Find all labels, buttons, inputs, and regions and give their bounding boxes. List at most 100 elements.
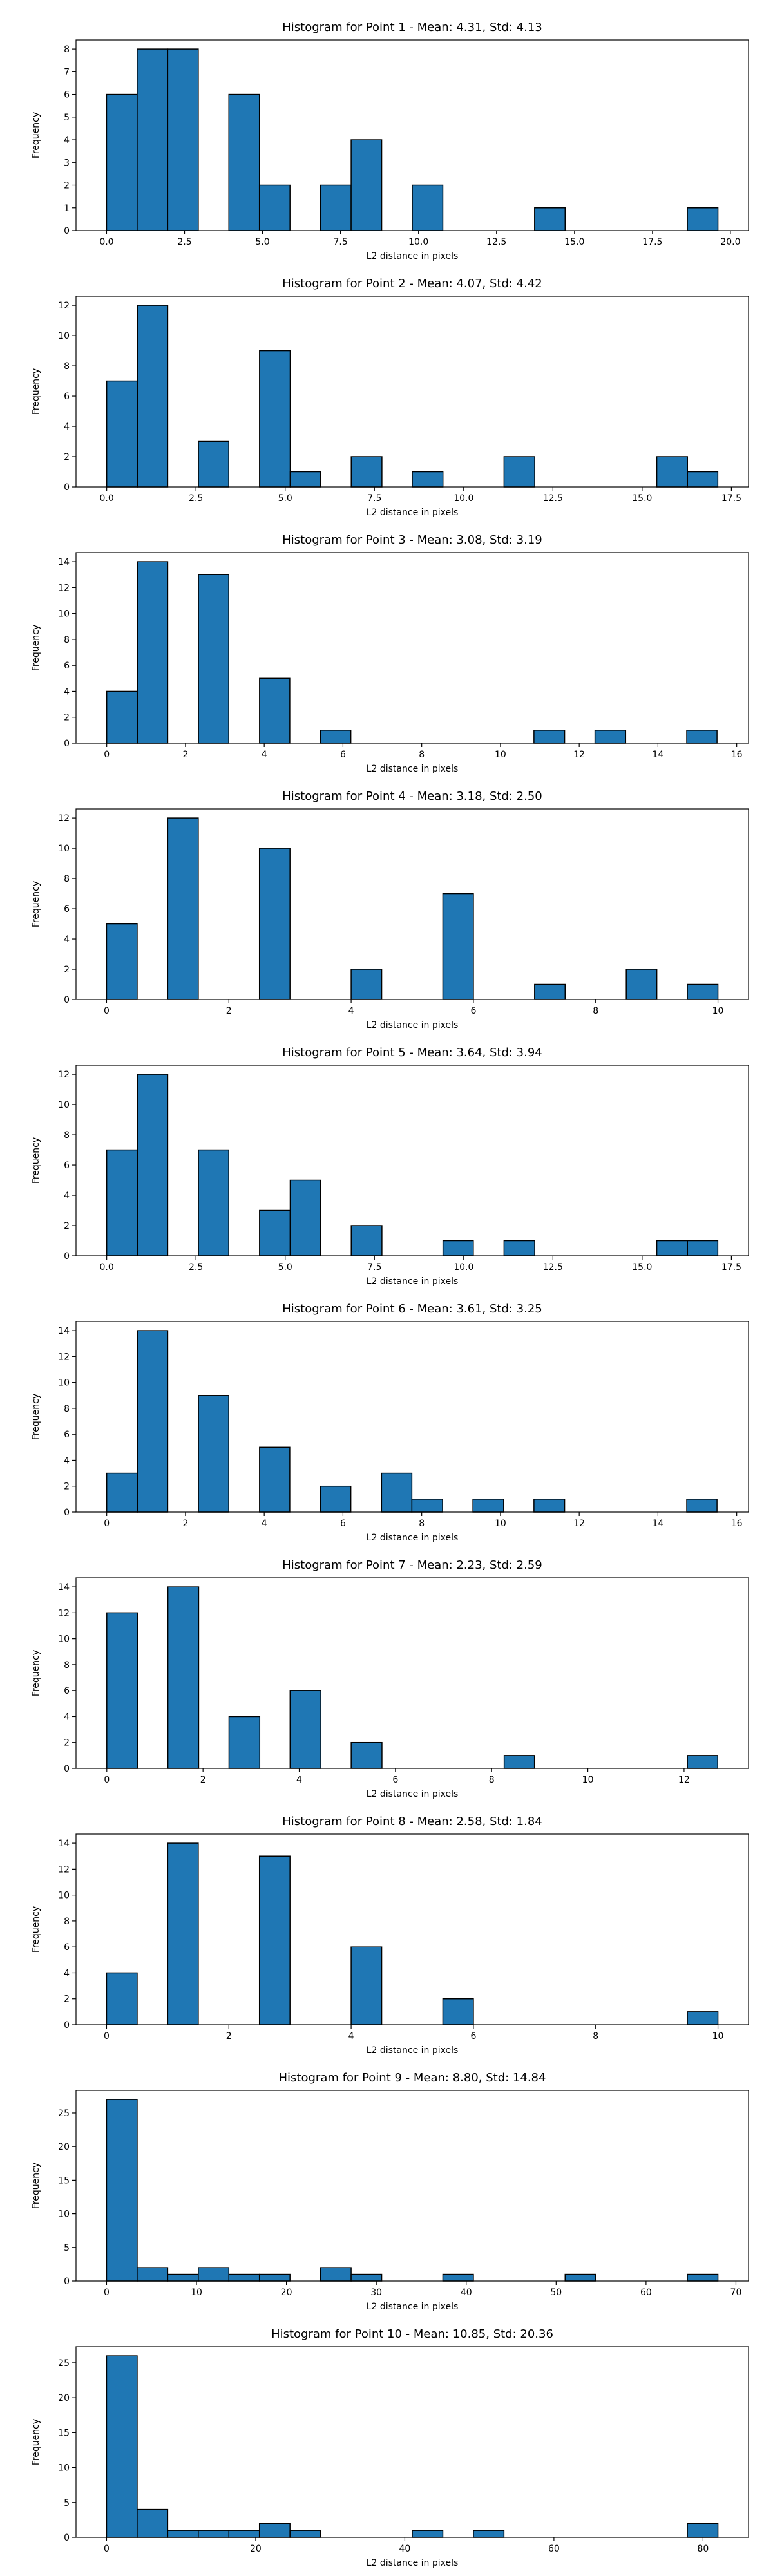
- histogram-bar: [442, 2273, 474, 2282]
- y-tick-label: 2: [64, 1221, 70, 1231]
- x-tick-label: 12: [678, 1775, 690, 1785]
- histogram-bar: [534, 983, 566, 1000]
- histogram-panel-8: Histogram for Point 8 - Mean: 2.58, Std:…: [31, 1815, 749, 2056]
- histogram-bar: [198, 1149, 229, 1256]
- y-tick-label: 14: [58, 557, 70, 567]
- x-tick-label: 7.5: [333, 237, 347, 247]
- x-tick-label: 15.0: [632, 493, 652, 504]
- y-tick-label: 8: [64, 1660, 70, 1671]
- chart-title: Histogram for Point 8 - Mean: 2.58, Std:…: [282, 1815, 542, 1828]
- x-tick-label: 8: [593, 2031, 598, 2041]
- chart-title: Histogram for Point 1 - Mean: 4.31, Std:…: [282, 21, 542, 34]
- y-tick-label: 12: [58, 583, 70, 593]
- x-tick-label: 16: [731, 1519, 743, 1529]
- chart-title: Histogram for Point 5 - Mean: 3.64, Std:…: [282, 1046, 542, 1059]
- histogram-bar: [259, 1209, 291, 1256]
- x-tick-label: 50: [550, 2287, 562, 2298]
- y-tick-label: 6: [64, 661, 70, 671]
- x-tick-label: 0.0: [100, 1262, 114, 1273]
- x-tick-label: 60: [548, 2544, 560, 2554]
- histogram-bar: [259, 1446, 291, 1513]
- histogram-bar: [106, 93, 138, 231]
- y-tick-label: 6: [64, 90, 70, 100]
- y-tick-label: 0: [64, 1508, 70, 1518]
- plot-frame: [75, 1321, 749, 1513]
- histogram-bar: [320, 1485, 352, 1513]
- x-tick-label: 10: [495, 750, 506, 760]
- x-tick-label: 0: [104, 2544, 110, 2554]
- histogram-bar: [320, 184, 352, 231]
- plot-frame: [75, 2090, 749, 2282]
- x-tick-label: 2.5: [189, 493, 203, 504]
- x-tick-label: 20.0: [720, 237, 740, 247]
- histogram-bar: [473, 2530, 505, 2538]
- x-tick-label: 12: [573, 1519, 585, 1529]
- histogram-bar: [533, 730, 566, 744]
- y-tick-label: 15: [58, 2175, 70, 2186]
- histogram-bar: [198, 440, 229, 488]
- histogram-bar: [687, 471, 719, 488]
- histogram-bar: [258, 2273, 291, 2282]
- histogram-bar: [137, 561, 169, 744]
- x-tick-label: 4: [296, 1775, 302, 1785]
- y-tick-label: 12: [58, 301, 70, 311]
- histogram-bar: [442, 1240, 474, 1256]
- histogram-bar: [687, 983, 719, 1000]
- histogram-bar: [687, 207, 719, 231]
- x-tick-label: 10: [495, 1519, 506, 1529]
- x-tick-label: 40: [399, 2544, 411, 2554]
- y-tick-label: 8: [64, 1130, 70, 1141]
- x-tick-label: 20: [281, 2287, 292, 2298]
- histogram-panel-10: Histogram for Point 10 - Mean: 10.85, St…: [31, 2327, 749, 2568]
- y-tick-label: 8: [64, 1917, 70, 1927]
- x-tick-label: 30: [370, 2287, 382, 2298]
- histogram-bar: [137, 48, 169, 231]
- x-tick-label: 14: [653, 1519, 664, 1529]
- y-tick-label: 4: [64, 422, 70, 432]
- histogram-bar: [687, 1240, 719, 1256]
- y-tick-label: 10: [58, 2463, 70, 2474]
- histogram-bar: [411, 1499, 443, 1513]
- histogram-bar: [381, 1472, 413, 1513]
- y-tick-label: 25: [58, 2358, 70, 2369]
- x-tick-label: 2: [226, 2031, 232, 2041]
- y-tick-label: 4: [64, 135, 70, 146]
- y-tick-label: 10: [58, 1891, 70, 1901]
- x-tick-label: 17.5: [721, 493, 741, 504]
- x-tick-label: 15.0: [564, 237, 584, 247]
- y-tick-label: 4: [64, 934, 70, 945]
- histogram-bar: [533, 1499, 566, 1513]
- x-tick-label: 4: [348, 2031, 354, 2041]
- histogram-bar: [228, 2273, 260, 2282]
- x-tick-label: 4: [262, 1519, 267, 1529]
- histogram-bar: [686, 1499, 718, 1513]
- histogram-panel-5: Histogram for Point 5 - Mean: 3.64, Std:…: [31, 1046, 749, 1287]
- y-tick-label: 8: [64, 635, 70, 645]
- y-tick-label: 0: [64, 995, 70, 1005]
- histogram-bar: [106, 1472, 138, 1513]
- histogram-bar: [259, 350, 291, 488]
- histogram-panel-4: Histogram for Point 4 - Mean: 3.18, Std:…: [31, 790, 749, 1030]
- y-tick-label: 5: [64, 2243, 70, 2253]
- y-tick-label: 2: [64, 1482, 70, 1492]
- histogram-panel-2: Histogram for Point 2 - Mean: 4.07, Std:…: [31, 277, 749, 518]
- x-axis-label: L2 distance in pixels: [367, 251, 459, 261]
- x-axis-label: L2 distance in pixels: [367, 1789, 459, 1799]
- x-axis-label: L2 distance in pixels: [367, 1276, 459, 1287]
- y-tick-label: 2: [64, 452, 70, 462]
- x-axis-label: L2 distance in pixels: [367, 764, 459, 774]
- y-tick-label: 7: [64, 67, 70, 77]
- y-tick-label: 10: [58, 1634, 70, 1645]
- histogram-bar: [198, 574, 229, 744]
- x-tick-label: 2.5: [189, 1262, 203, 1273]
- histogram-bar: [503, 456, 535, 488]
- histogram-bar: [442, 1998, 474, 2025]
- plot-frame: [75, 2346, 749, 2538]
- chart-title: Histogram for Point 9 - Mean: 8.80, Std:…: [279, 2071, 546, 2085]
- x-tick-label: 2.5: [177, 237, 191, 247]
- y-tick-label: 14: [58, 1582, 70, 1593]
- histogram-bar: [106, 1972, 138, 2025]
- histogram-bar: [167, 1842, 199, 2025]
- histogram-bar: [686, 730, 718, 744]
- histogram-bar: [198, 1395, 229, 1513]
